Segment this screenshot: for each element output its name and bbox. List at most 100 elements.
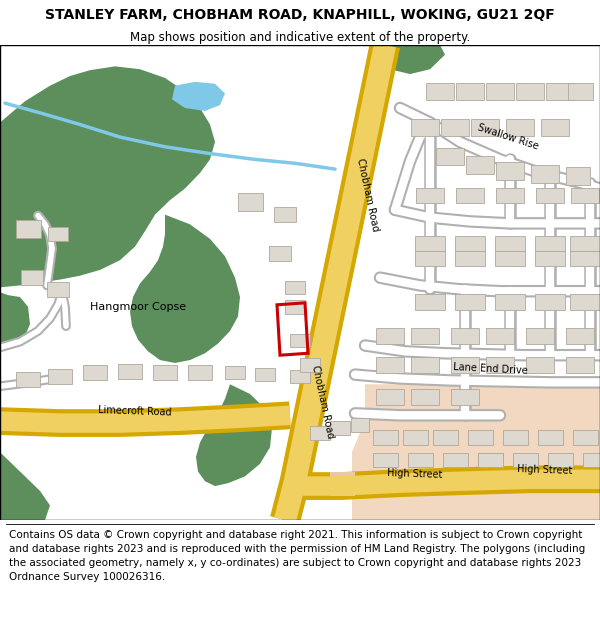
Bar xyxy=(570,251,600,266)
Bar xyxy=(570,236,600,251)
Bar xyxy=(526,357,554,372)
Bar xyxy=(436,148,464,165)
Bar xyxy=(351,418,369,432)
Bar xyxy=(47,281,69,297)
Bar xyxy=(411,328,439,344)
Bar xyxy=(238,193,263,211)
Bar xyxy=(411,389,439,404)
Bar xyxy=(486,357,514,372)
Text: Hangmoor Copse: Hangmoor Copse xyxy=(90,302,186,312)
Bar xyxy=(455,251,485,266)
Bar xyxy=(433,431,458,445)
Bar xyxy=(535,236,565,251)
Polygon shape xyxy=(352,384,600,520)
Bar xyxy=(486,82,514,100)
Polygon shape xyxy=(130,214,240,363)
Bar xyxy=(290,370,310,383)
Bar xyxy=(486,328,514,344)
Bar xyxy=(496,188,524,203)
Polygon shape xyxy=(0,66,215,288)
Text: Chobham Road: Chobham Road xyxy=(355,158,380,232)
Bar xyxy=(516,82,544,100)
Bar xyxy=(566,357,594,372)
Bar xyxy=(495,251,525,266)
Bar xyxy=(535,251,565,266)
Bar xyxy=(566,328,594,344)
Bar xyxy=(188,365,212,381)
Bar xyxy=(225,366,245,379)
Text: Swallow Rise: Swallow Rise xyxy=(476,122,539,152)
Bar xyxy=(455,294,485,309)
Bar xyxy=(495,294,525,309)
Bar xyxy=(290,334,310,348)
Bar xyxy=(455,236,485,251)
Bar xyxy=(568,82,593,100)
Bar xyxy=(456,188,484,203)
Bar xyxy=(443,452,467,467)
Bar xyxy=(496,162,524,180)
Bar xyxy=(48,369,72,384)
Text: Contains OS data © Crown copyright and database right 2021. This information is : Contains OS data © Crown copyright and d… xyxy=(9,531,585,582)
Bar xyxy=(478,452,503,467)
Bar xyxy=(566,167,590,184)
Text: Map shows position and indicative extent of the property.: Map shows position and indicative extent… xyxy=(130,31,470,44)
Text: Limecroft Road: Limecroft Road xyxy=(98,405,172,418)
Bar xyxy=(572,431,598,445)
Bar xyxy=(376,389,404,404)
Bar xyxy=(478,452,503,467)
Bar xyxy=(373,431,398,445)
Bar xyxy=(506,119,534,136)
Bar xyxy=(535,294,565,309)
Text: Chobham Road: Chobham Road xyxy=(310,364,335,439)
Bar xyxy=(16,372,40,388)
Polygon shape xyxy=(172,82,225,111)
Bar xyxy=(48,228,68,241)
Bar xyxy=(330,421,350,435)
Bar xyxy=(536,188,564,203)
Bar xyxy=(548,452,572,467)
Bar xyxy=(451,328,479,344)
Bar xyxy=(415,251,445,266)
Bar xyxy=(255,368,275,381)
Bar xyxy=(441,119,469,136)
Bar xyxy=(415,294,445,309)
Bar xyxy=(541,119,569,136)
Bar xyxy=(466,156,494,174)
Polygon shape xyxy=(0,452,50,520)
Bar xyxy=(583,452,600,467)
Bar xyxy=(570,294,600,309)
Bar xyxy=(83,365,107,381)
Bar xyxy=(21,270,43,286)
Bar xyxy=(451,389,479,404)
Bar xyxy=(531,165,559,182)
Polygon shape xyxy=(196,384,272,486)
Bar xyxy=(16,221,41,238)
Bar xyxy=(373,452,398,467)
Bar xyxy=(300,358,320,372)
Bar xyxy=(546,82,574,100)
Bar xyxy=(403,431,427,445)
Bar xyxy=(376,328,404,344)
Bar xyxy=(285,300,305,314)
Bar xyxy=(512,452,538,467)
Text: Lane End Drive: Lane End Drive xyxy=(452,362,527,376)
Bar xyxy=(456,82,484,100)
Bar xyxy=(503,431,527,445)
Bar xyxy=(451,357,479,372)
Bar xyxy=(407,452,433,467)
Bar xyxy=(310,426,330,439)
Bar xyxy=(416,188,444,203)
Bar xyxy=(411,119,439,136)
Bar xyxy=(153,365,177,381)
Text: High Street: High Street xyxy=(517,464,573,476)
Bar xyxy=(376,357,404,372)
Bar xyxy=(274,207,296,222)
Polygon shape xyxy=(330,471,355,496)
Text: High Street: High Street xyxy=(387,468,443,479)
Bar xyxy=(118,364,142,379)
Bar xyxy=(269,246,291,261)
Bar xyxy=(285,281,305,294)
Bar xyxy=(471,119,499,136)
Bar xyxy=(526,328,554,344)
Bar xyxy=(538,431,563,445)
